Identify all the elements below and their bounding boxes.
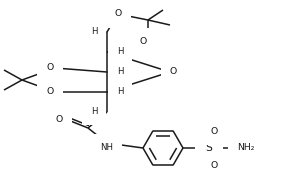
Polygon shape xyxy=(99,30,107,34)
Text: NH₂: NH₂ xyxy=(237,144,254,152)
Text: NH: NH xyxy=(101,143,113,152)
Text: O: O xyxy=(170,68,177,76)
Polygon shape xyxy=(107,90,115,94)
Text: O: O xyxy=(56,115,63,125)
Polygon shape xyxy=(107,50,115,54)
Polygon shape xyxy=(107,70,115,74)
Text: O: O xyxy=(47,63,54,73)
Text: H: H xyxy=(117,68,123,76)
Text: O: O xyxy=(140,37,147,47)
Text: O: O xyxy=(210,126,218,135)
Text: O: O xyxy=(47,87,54,96)
Text: H: H xyxy=(91,28,97,36)
Text: S: S xyxy=(206,143,213,153)
Text: H: H xyxy=(117,48,123,56)
Polygon shape xyxy=(99,110,107,114)
Text: O: O xyxy=(114,10,122,18)
Text: H: H xyxy=(117,87,123,96)
Text: O: O xyxy=(210,160,218,170)
Text: H: H xyxy=(91,107,97,117)
